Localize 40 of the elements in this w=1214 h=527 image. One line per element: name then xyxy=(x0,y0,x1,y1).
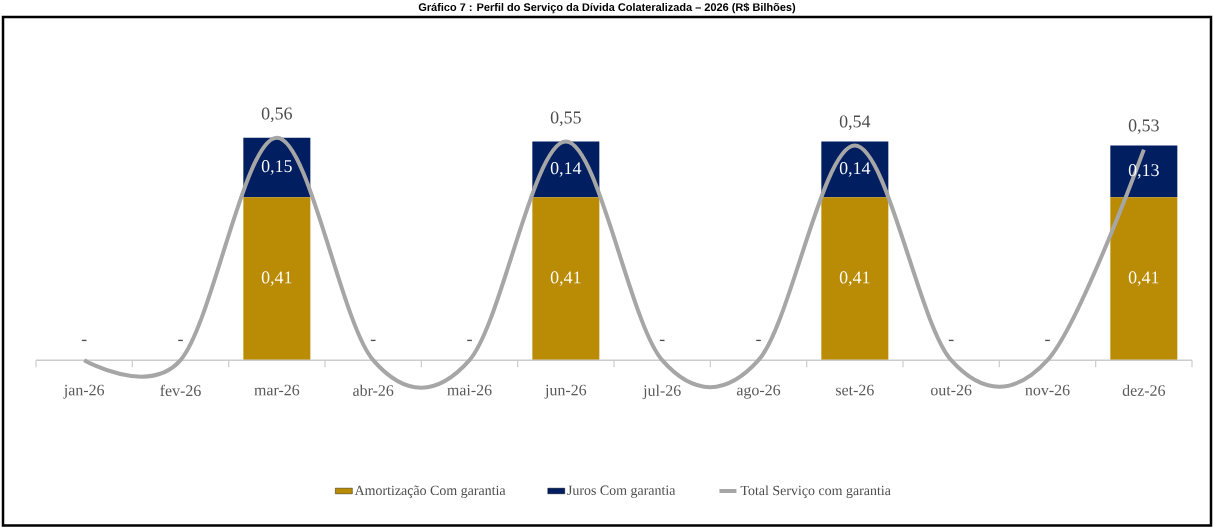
data-label: 0,14 xyxy=(839,162,871,177)
data-label: 0,15 xyxy=(261,160,292,175)
x-tick-label: fev-26 xyxy=(160,384,201,397)
data-label: 0,53 xyxy=(1128,119,1159,135)
data-label: 0,14 xyxy=(550,162,582,177)
data-label: 0,56 xyxy=(261,107,292,123)
data-label: 0,55 xyxy=(550,111,581,127)
x-tick-label: nov-26 xyxy=(1025,384,1070,396)
x-tick-label: jan-26 xyxy=(63,384,105,399)
data-label: - xyxy=(1045,339,1050,342)
x-tick-label: abr-26 xyxy=(353,384,394,396)
data-label: 0,54 xyxy=(839,115,871,131)
x-tick-label: jun-26 xyxy=(544,384,587,399)
data-label: - xyxy=(948,339,954,342)
data-label: - xyxy=(370,339,376,342)
data-label: - xyxy=(756,339,761,342)
legend-label: Juros Com garantia xyxy=(567,485,676,498)
data-label: 0,41 xyxy=(261,271,292,287)
bar xyxy=(1110,197,1178,361)
legend-label: Amortização Com garantia xyxy=(354,485,506,498)
data-label: - xyxy=(81,339,87,342)
data-label: 0,41 xyxy=(1128,271,1159,287)
data-label: - xyxy=(178,339,183,342)
text: Gráfico 7 : Perfil do Serviço da Dívida Colateralizada – 2026 (R$ Bilhões) xyxy=(418,2,796,14)
data-label: 0,41 xyxy=(839,271,870,287)
x-tick-label: jul-26 xyxy=(642,384,681,400)
bar xyxy=(821,197,889,361)
data-label: - xyxy=(467,339,472,342)
x-tick-label: ago-26 xyxy=(736,384,781,399)
bar xyxy=(532,197,600,361)
data-label: - xyxy=(659,339,665,342)
x-tick-label: set-26 xyxy=(836,384,874,396)
x-tick-label: out-26 xyxy=(930,384,972,396)
legend-label: Total Serviço com garantia xyxy=(740,485,891,499)
data-label: 0,41 xyxy=(550,271,581,287)
bar xyxy=(243,197,311,361)
x-tick-label: mai-26 xyxy=(447,384,492,396)
bar xyxy=(1110,145,1178,198)
x-tick-label: mar-26 xyxy=(254,384,300,396)
x-tick-label: dez-26 xyxy=(1122,384,1166,396)
